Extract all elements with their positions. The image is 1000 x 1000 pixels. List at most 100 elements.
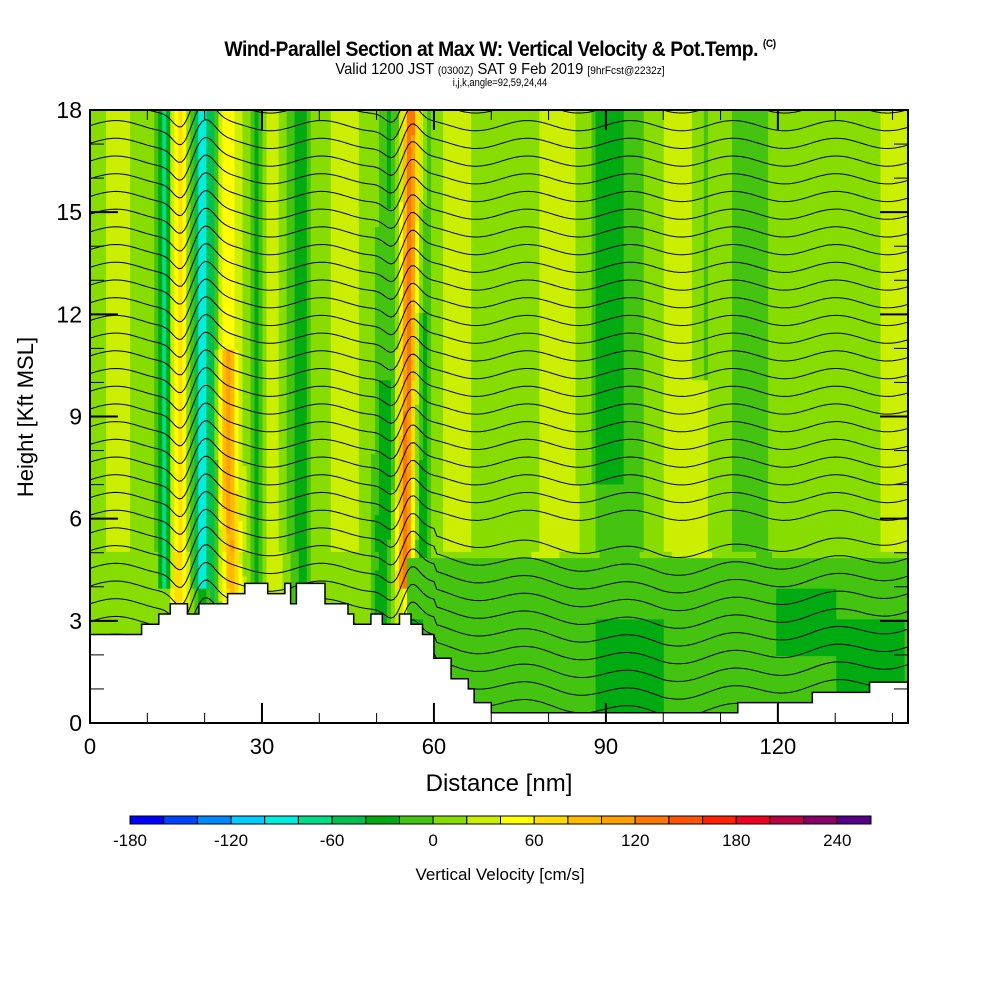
field-cell <box>102 202 107 209</box>
field-cell <box>243 276 248 283</box>
field-cell <box>94 582 99 589</box>
field-cell <box>94 294 99 301</box>
field-cell <box>267 368 272 375</box>
field-cell <box>174 147 179 154</box>
field-cell <box>126 153 131 160</box>
field-cell <box>118 220 123 227</box>
field-cell <box>263 343 268 350</box>
field-cell <box>267 349 272 356</box>
field-cell <box>271 349 276 356</box>
field-cell <box>263 263 268 270</box>
field-cell <box>118 441 123 448</box>
field-cell <box>287 490 292 497</box>
field-cell <box>243 392 248 399</box>
field-cell <box>251 116 256 123</box>
field-cell <box>210 147 215 154</box>
field-cell <box>255 343 260 350</box>
field-cell <box>263 404 268 411</box>
field-cell <box>162 349 167 356</box>
field-cell <box>134 398 139 405</box>
field-cell <box>259 502 264 509</box>
field-cell <box>226 263 231 270</box>
field-cell <box>255 349 260 356</box>
field-cell <box>226 459 231 466</box>
field-cell <box>283 245 288 252</box>
field-cell <box>267 245 272 252</box>
field-cell <box>174 276 179 283</box>
field-cell <box>138 361 143 368</box>
field-cell <box>271 380 276 387</box>
field-cell <box>110 122 115 129</box>
field-cell <box>98 539 103 546</box>
field-cell <box>146 453 151 460</box>
field-cell <box>130 515 135 522</box>
field-cell <box>142 558 147 565</box>
field-cell <box>106 263 111 270</box>
field-cell <box>150 417 155 424</box>
field-cell <box>222 582 227 589</box>
field-cell <box>154 429 159 436</box>
field-cell <box>239 466 244 473</box>
field-cell <box>267 276 272 283</box>
field-cell <box>150 490 155 497</box>
field-cell <box>279 582 284 589</box>
field-cell <box>122 141 127 148</box>
field-cell <box>206 570 211 577</box>
field-cell <box>230 380 235 387</box>
field-cell <box>110 276 115 283</box>
field-cell <box>255 220 260 227</box>
field-cell <box>206 196 211 203</box>
field-cell <box>146 184 151 191</box>
field-cell <box>162 404 167 411</box>
field-cell <box>142 110 147 117</box>
field-cell <box>255 570 260 577</box>
field-cell <box>239 135 244 142</box>
field-cell <box>259 521 264 528</box>
field-cell <box>226 318 231 325</box>
field-cell <box>178 257 183 264</box>
field-cell <box>259 423 264 430</box>
field-cell <box>94 374 99 381</box>
field-cell <box>174 153 179 160</box>
field-cell <box>166 318 171 325</box>
field-cell <box>222 337 227 344</box>
field-cell <box>279 141 284 148</box>
field-cell <box>118 263 123 270</box>
field-cell <box>247 368 252 375</box>
field-cell <box>178 594 183 601</box>
field-cell <box>222 509 227 516</box>
field-cell <box>279 312 284 319</box>
field-cell <box>94 196 99 203</box>
field-cell <box>263 564 268 571</box>
field-cell <box>150 484 155 491</box>
field-cell <box>271 245 276 252</box>
field-cell <box>142 147 147 154</box>
field-cell <box>235 159 240 166</box>
field-cell <box>94 184 99 191</box>
field-cell <box>102 472 107 479</box>
field-cell <box>279 429 284 436</box>
field-cell <box>110 423 115 430</box>
field-cell <box>247 429 252 436</box>
field-cell <box>283 294 288 301</box>
field-cell <box>94 558 99 565</box>
field-cell <box>226 245 231 252</box>
field-cell <box>122 318 127 325</box>
field-cell <box>122 349 127 356</box>
field-cell <box>158 582 163 589</box>
field-cell <box>126 312 131 319</box>
field-cell <box>283 325 288 332</box>
field-cell <box>239 153 244 160</box>
field-cell <box>263 245 268 252</box>
field-cell <box>283 190 288 197</box>
field-cell <box>130 380 135 387</box>
field-cell <box>174 521 179 528</box>
field-cell <box>255 306 260 313</box>
field-cell <box>210 165 215 172</box>
field-cell <box>271 116 276 123</box>
field-cell <box>210 269 215 276</box>
field-cell <box>166 141 171 148</box>
field-cell <box>251 220 256 227</box>
field-cell <box>247 521 252 528</box>
field-cell <box>267 441 272 448</box>
